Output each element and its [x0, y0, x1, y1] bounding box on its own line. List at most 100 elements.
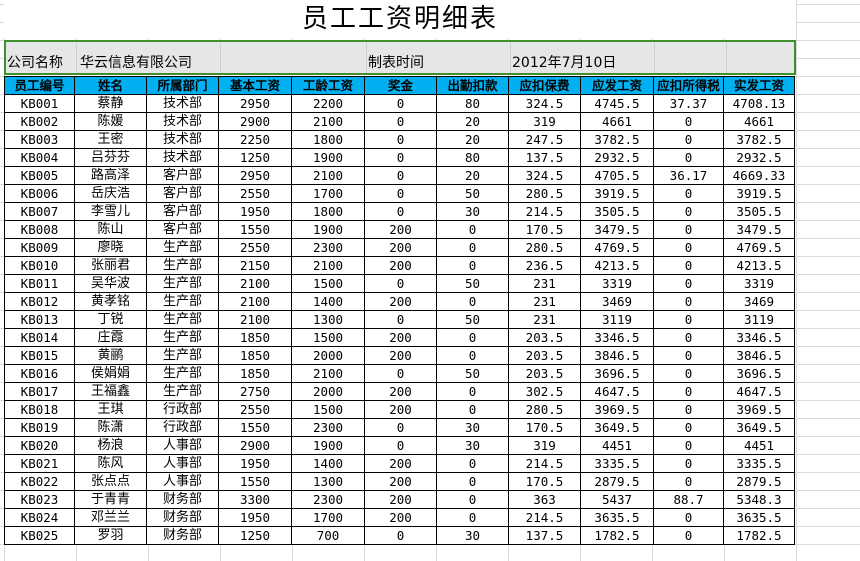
- table-cell[interactable]: 50: [436, 310, 509, 329]
- table-cell[interactable]: 1900: [291, 436, 365, 455]
- table-cell[interactable]: 2932.5: [723, 148, 795, 167]
- table-cell[interactable]: 700: [291, 526, 365, 545]
- table-cell[interactable]: 200: [364, 256, 437, 275]
- table-cell[interactable]: KB006: [4, 184, 75, 203]
- table-cell[interactable]: 陈风: [74, 454, 147, 473]
- table-cell[interactable]: 2300: [291, 238, 365, 257]
- column-header[interactable]: 员工编号: [4, 76, 75, 95]
- table-cell[interactable]: 0: [653, 112, 724, 131]
- table-cell[interactable]: 30: [436, 526, 509, 545]
- table-cell[interactable]: 203.5: [508, 346, 581, 365]
- table-cell[interactable]: 3649.5: [723, 418, 795, 437]
- table-cell[interactable]: 0: [653, 130, 724, 149]
- table-cell[interactable]: 2300: [291, 490, 365, 509]
- table-cell[interactable]: 3919.5: [580, 184, 654, 203]
- table-cell[interactable]: 1500: [291, 328, 365, 347]
- table-cell[interactable]: 50: [436, 184, 509, 203]
- table-cell[interactable]: 0: [436, 382, 509, 401]
- table-cell[interactable]: 4661: [580, 112, 654, 131]
- table-cell[interactable]: 1500: [291, 274, 365, 293]
- table-cell[interactable]: 0: [364, 436, 437, 455]
- table-cell[interactable]: 302.5: [508, 382, 581, 401]
- table-cell[interactable]: 岳庆浩: [74, 184, 147, 203]
- table-cell[interactable]: 3505.5: [580, 202, 654, 221]
- table-cell[interactable]: 2550: [218, 400, 292, 419]
- table-cell[interactable]: 0: [653, 382, 724, 401]
- table-cell[interactable]: 1400: [291, 292, 365, 311]
- table-cell[interactable]: 张点点: [74, 472, 147, 491]
- table-cell[interactable]: 170.5: [508, 220, 581, 239]
- table-cell[interactable]: 0: [436, 454, 509, 473]
- table-cell[interactable]: 0: [653, 364, 724, 383]
- table-cell[interactable]: 200: [364, 454, 437, 473]
- table-cell[interactable]: 0: [436, 508, 509, 527]
- table-cell[interactable]: KB001: [4, 94, 75, 113]
- table-cell[interactable]: 200: [364, 508, 437, 527]
- table-cell[interactable]: 280.5: [508, 400, 581, 419]
- table-cell[interactable]: 客户部: [146, 202, 219, 221]
- table-cell[interactable]: 技术部: [146, 94, 219, 113]
- table-cell[interactable]: 行政部: [146, 418, 219, 437]
- table-cell[interactable]: 4705.5: [580, 166, 654, 185]
- table-cell[interactable]: 231: [508, 310, 581, 329]
- table-cell[interactable]: 214.5: [508, 202, 581, 221]
- table-cell[interactable]: 客户部: [146, 220, 219, 239]
- table-cell[interactable]: 于青青: [74, 490, 147, 509]
- table-cell[interactable]: 3919.5: [723, 184, 795, 203]
- table-cell[interactable]: 5348.3: [723, 490, 795, 509]
- table-cell[interactable]: 200: [364, 220, 437, 239]
- table-cell[interactable]: 0: [653, 526, 724, 545]
- table-cell[interactable]: 0: [653, 238, 724, 257]
- table-cell[interactable]: 3319: [580, 274, 654, 293]
- table-cell[interactable]: 0: [364, 364, 437, 383]
- table-cell[interactable]: 200: [364, 382, 437, 401]
- table-cell[interactable]: 2200: [291, 94, 365, 113]
- table-cell[interactable]: 30: [436, 202, 509, 221]
- table-cell[interactable]: 231: [508, 292, 581, 311]
- column-header[interactable]: 应扣保费: [508, 76, 581, 95]
- table-cell[interactable]: 231: [508, 274, 581, 293]
- table-cell[interactable]: 3649.5: [580, 418, 654, 437]
- table-cell[interactable]: 1950: [218, 454, 292, 473]
- table-cell[interactable]: 324.5: [508, 94, 581, 113]
- table-cell[interactable]: 203.5: [508, 364, 581, 383]
- table-cell[interactable]: 生产部: [146, 328, 219, 347]
- table-cell[interactable]: 0: [364, 148, 437, 167]
- column-header[interactable]: 实发工资: [723, 76, 795, 95]
- table-cell[interactable]: 2100: [291, 112, 365, 131]
- table-cell[interactable]: 2000: [291, 346, 365, 365]
- table-cell[interactable]: 财务部: [146, 526, 219, 545]
- table-cell[interactable]: 1900: [291, 148, 365, 167]
- table-cell[interactable]: 技术部: [146, 130, 219, 149]
- table-cell[interactable]: 0: [653, 508, 724, 527]
- table-cell[interactable]: 2879.5: [723, 472, 795, 491]
- table-cell[interactable]: 0: [653, 148, 724, 167]
- table-cell[interactable]: 3479.5: [580, 220, 654, 239]
- table-cell[interactable]: 4769.5: [580, 238, 654, 257]
- table-cell[interactable]: 1900: [291, 220, 365, 239]
- table-cell[interactable]: 2950: [218, 166, 292, 185]
- table-cell[interactable]: 客户部: [146, 166, 219, 185]
- table-cell[interactable]: 3319: [723, 274, 795, 293]
- table-cell[interactable]: 1782.5: [723, 526, 795, 545]
- table-cell[interactable]: 1950: [218, 508, 292, 527]
- table-cell[interactable]: 137.5: [508, 526, 581, 545]
- table-cell[interactable]: 4669.33: [723, 166, 795, 185]
- table-cell[interactable]: 236.5: [508, 256, 581, 275]
- column-header[interactable]: 应扣所得税: [653, 76, 724, 95]
- table-cell[interactable]: 罗羽: [74, 526, 147, 545]
- table-cell[interactable]: 陈山: [74, 220, 147, 239]
- table-cell[interactable]: KB003: [4, 130, 75, 149]
- table-cell[interactable]: 0: [436, 220, 509, 239]
- table-cell[interactable]: 0: [653, 292, 724, 311]
- table-cell[interactable]: 4451: [580, 436, 654, 455]
- table-cell[interactable]: 1800: [291, 202, 365, 221]
- column-header[interactable]: 姓名: [74, 76, 147, 95]
- table-cell[interactable]: 0: [653, 256, 724, 275]
- table-cell[interactable]: 3479.5: [723, 220, 795, 239]
- table-cell[interactable]: KB011: [4, 274, 75, 293]
- table-cell[interactable]: 1850: [218, 328, 292, 347]
- table-cell[interactable]: 319: [508, 436, 581, 455]
- table-cell[interactable]: 3635.5: [580, 508, 654, 527]
- table-cell[interactable]: 陈潇: [74, 418, 147, 437]
